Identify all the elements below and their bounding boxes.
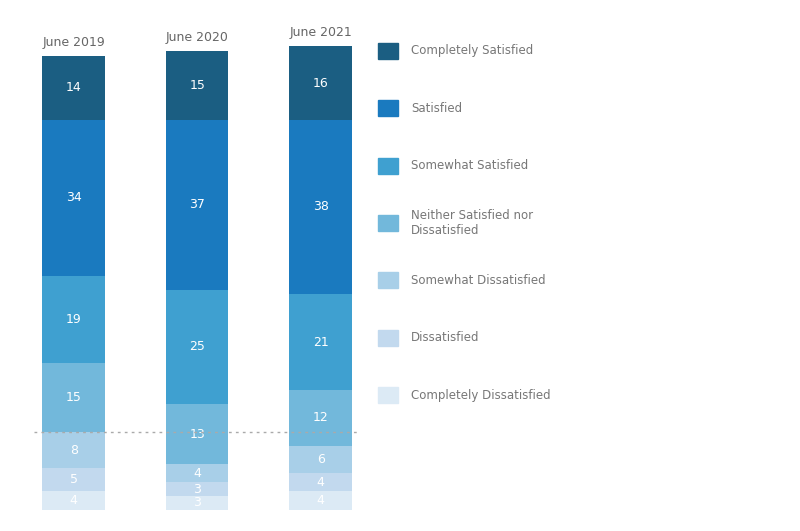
Bar xyxy=(166,464,229,482)
Bar xyxy=(290,390,352,446)
Bar xyxy=(42,468,105,491)
Bar xyxy=(166,289,229,404)
Text: 38: 38 xyxy=(313,200,329,213)
Bar xyxy=(290,294,352,390)
Text: 19: 19 xyxy=(66,313,82,326)
Text: 15: 15 xyxy=(66,391,82,404)
Bar xyxy=(290,446,352,473)
Bar xyxy=(42,56,105,120)
Text: 16: 16 xyxy=(313,76,329,90)
Text: 4: 4 xyxy=(317,494,325,507)
Text: 14: 14 xyxy=(66,81,82,94)
Text: 3: 3 xyxy=(194,496,201,509)
Text: Somewhat Dissatisfied: Somewhat Dissatisfied xyxy=(411,274,546,287)
Text: June 2019: June 2019 xyxy=(42,36,105,49)
Text: 21: 21 xyxy=(313,336,329,349)
Text: 34: 34 xyxy=(66,191,82,204)
Text: Satisfied: Satisfied xyxy=(411,102,462,115)
Text: 13: 13 xyxy=(190,427,205,441)
Text: 8: 8 xyxy=(70,443,78,457)
Bar xyxy=(42,491,105,510)
Text: 3: 3 xyxy=(194,483,201,495)
Text: 4: 4 xyxy=(70,494,78,507)
Text: June 2020: June 2020 xyxy=(166,31,229,44)
Text: 4: 4 xyxy=(194,467,201,479)
Bar xyxy=(378,272,398,288)
Bar xyxy=(166,51,229,120)
Bar xyxy=(42,276,105,363)
Text: Somewhat Satisfied: Somewhat Satisfied xyxy=(411,159,529,172)
Bar xyxy=(290,491,352,510)
Bar xyxy=(290,46,352,120)
Text: June 2021: June 2021 xyxy=(290,27,352,39)
Text: 4: 4 xyxy=(317,476,325,489)
Bar xyxy=(166,404,229,464)
Bar xyxy=(166,120,229,289)
Text: 6: 6 xyxy=(317,453,325,466)
Bar xyxy=(290,120,352,294)
Bar xyxy=(378,387,398,403)
Bar xyxy=(378,330,398,346)
Bar xyxy=(378,158,398,174)
Text: Neither Satisfied nor
Dissatisfied: Neither Satisfied nor Dissatisfied xyxy=(411,209,534,237)
Bar xyxy=(290,473,352,491)
Bar xyxy=(166,482,229,496)
Text: 15: 15 xyxy=(190,79,205,92)
Bar xyxy=(42,120,105,276)
Text: Completely Dissatisfied: Completely Dissatisfied xyxy=(411,389,551,401)
Text: 37: 37 xyxy=(190,198,205,211)
Bar xyxy=(42,432,105,468)
Bar xyxy=(42,363,105,432)
Bar xyxy=(378,100,398,116)
Bar xyxy=(378,215,398,231)
Bar xyxy=(378,43,398,59)
Text: 12: 12 xyxy=(313,412,329,424)
Text: 5: 5 xyxy=(70,474,78,486)
Bar xyxy=(166,496,229,510)
Text: Dissatisfied: Dissatisfied xyxy=(411,331,480,344)
Text: 25: 25 xyxy=(190,340,205,353)
Text: Completely Satisfied: Completely Satisfied xyxy=(411,45,534,57)
